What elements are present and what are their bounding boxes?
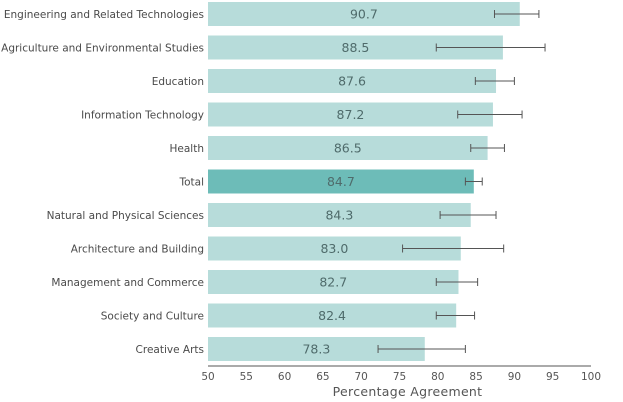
category-label: Total	[178, 177, 204, 189]
value-label: 83.0	[320, 241, 348, 256]
x-tick-label: 95	[546, 371, 559, 383]
bar	[208, 69, 497, 93]
value-label: 86.5	[334, 141, 362, 156]
error-bar	[493, 10, 540, 18]
error-bar	[435, 311, 476, 320]
x-tick-label: 100	[581, 371, 601, 383]
error-bar	[377, 345, 466, 353]
category-label: Information Technology	[81, 110, 204, 122]
x-tick-label: 75	[393, 371, 406, 383]
bar	[208, 203, 471, 227]
x-tick-label: 55	[240, 371, 253, 383]
value-label: 84.7	[327, 174, 355, 189]
x-tick-label: 85	[469, 371, 482, 383]
category-label: Creative Arts	[136, 344, 204, 356]
error-bar	[474, 77, 515, 85]
error-bar	[470, 144, 505, 152]
error-bars-layer	[377, 10, 546, 353]
value-label: 82.7	[319, 275, 347, 290]
bar	[208, 169, 474, 194]
category-label: Management and Commerce	[51, 277, 204, 289]
value-label: 87.6	[338, 74, 366, 89]
x-ticks-layer: 50 55 60 65 70 75 80 85 90 95 100	[201, 371, 601, 383]
error-bar	[435, 43, 546, 52]
x-tick-label: 60	[278, 371, 291, 383]
x-tick-label: 70	[355, 371, 368, 383]
category-label: Agriculture and Environmental Studies	[1, 43, 204, 55]
value-label: 84.3	[325, 208, 353, 223]
category-label: Engineering and Related Technologies	[4, 9, 204, 21]
error-bar	[402, 244, 505, 253]
x-tick-label: 80	[431, 371, 444, 383]
error-bar	[439, 211, 497, 219]
category-label: Education	[152, 76, 204, 88]
value-label: 90.7	[350, 7, 378, 22]
bar	[208, 102, 493, 127]
x-axis-title: Percentage Agreement	[333, 384, 483, 399]
error-bar	[457, 110, 523, 119]
error-bar	[435, 278, 479, 286]
category-label: Architecture and Building	[71, 244, 204, 256]
x-tick-label: 50	[201, 371, 214, 383]
category-label: Health	[170, 143, 204, 155]
category-label: Natural and Physical Sciences	[47, 210, 204, 222]
value-label: 87.2	[337, 107, 365, 122]
bar	[208, 303, 457, 328]
value-label: 78.3	[302, 342, 330, 357]
x-tick-label: 90	[508, 371, 521, 383]
bars-layer	[208, 2, 520, 361]
bar	[208, 2, 520, 26]
value-label: 88.5	[342, 40, 370, 55]
x-tick-label: 65	[316, 371, 329, 383]
bar	[208, 270, 459, 294]
error-bar	[464, 177, 483, 186]
value-label: 82.4	[318, 308, 346, 323]
category-label: Society and Culture	[101, 311, 204, 323]
labels-layer: Engineering and Related Technologies 90.7…	[1, 7, 378, 357]
bar	[208, 136, 488, 160]
